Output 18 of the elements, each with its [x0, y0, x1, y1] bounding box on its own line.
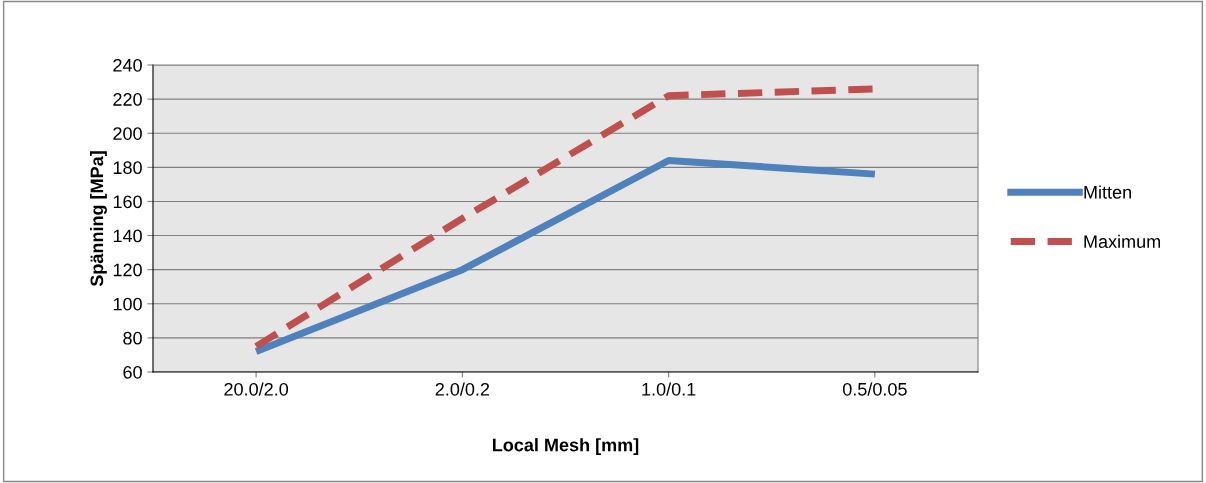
- y-tick-label: 120: [113, 263, 142, 277]
- x-axis-title: Local Mesh [mm]: [492, 438, 639, 455]
- y-tick-label: 180: [113, 161, 142, 175]
- x-tick-label: 2.0/0.2: [435, 382, 490, 396]
- y-tick-label: 220: [113, 93, 142, 106]
- x-tick-label: 1.0/0.1: [642, 382, 696, 396]
- y-tick-label: 100: [113, 297, 142, 311]
- y-tick-label: 80: [123, 331, 142, 345]
- x-tick-label: 0.5/0.05: [842, 382, 907, 396]
- legend-label: Mitten: [1084, 185, 1131, 199]
- y-tick-label: 240: [113, 58, 142, 72]
- y-axis-title: Spänning [MPa]: [90, 151, 107, 287]
- y-tick-label: 160: [113, 195, 142, 209]
- y-tick-label: 140: [113, 229, 142, 243]
- legend-label: Maximum: [1084, 234, 1161, 249]
- x-tick-label: 20.0/2.0: [224, 382, 289, 396]
- y-tick-label: 60: [123, 365, 142, 379]
- y-tick-label: 200: [113, 127, 142, 140]
